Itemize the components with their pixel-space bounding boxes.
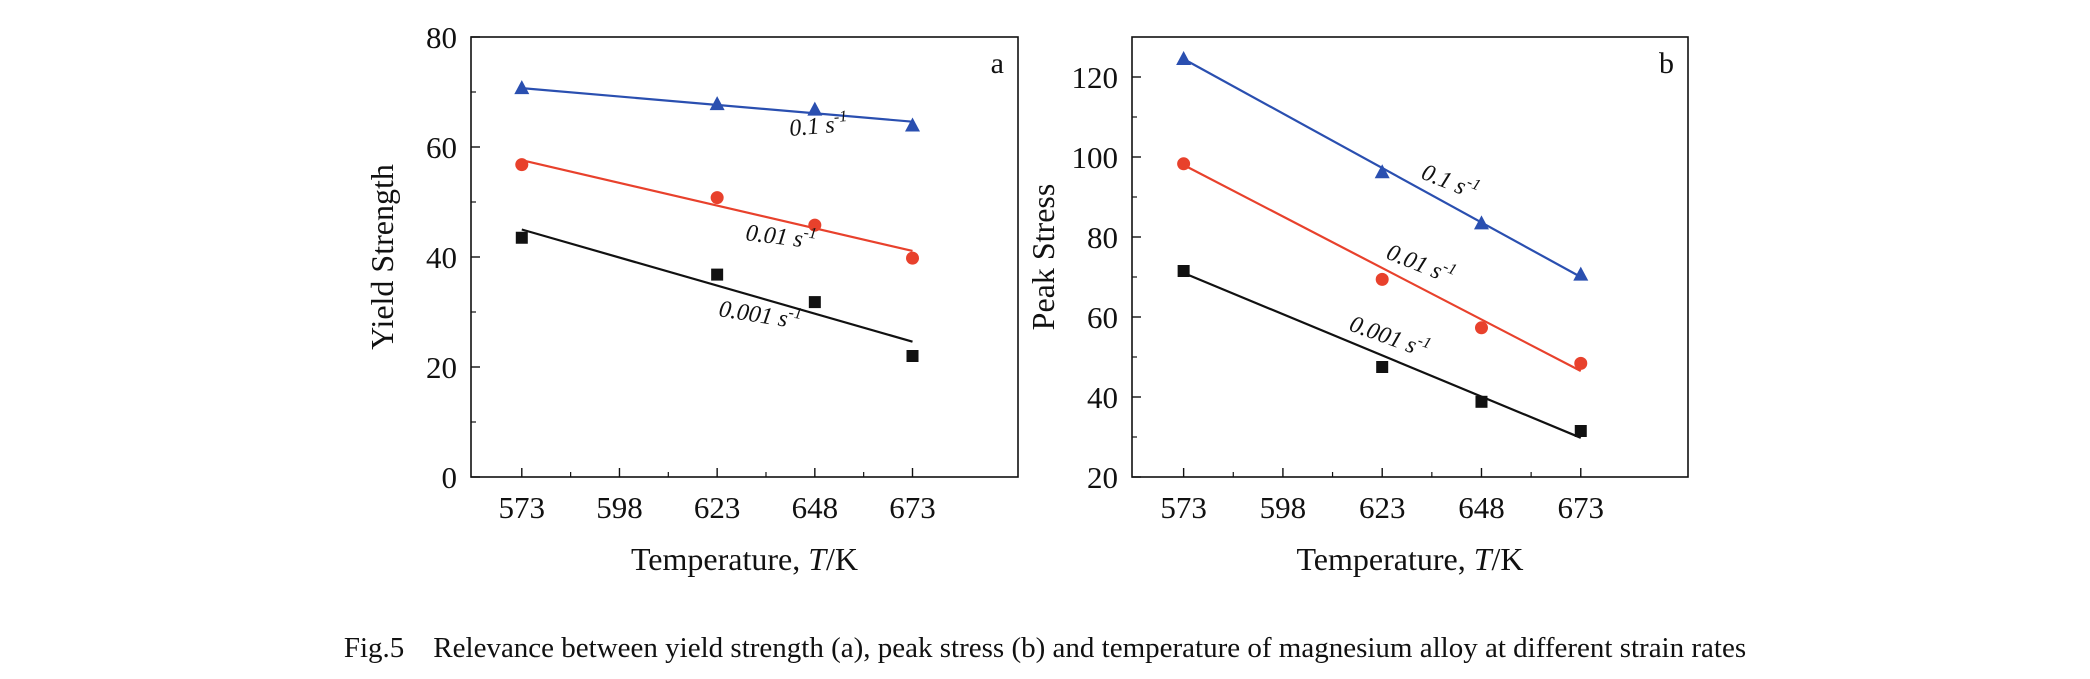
panel-b-peak-stress-chart: 573 598 623 648 673 20 40 60 80 100 120 b Temperatur… xyxy=(1025,36,1689,577)
x-tick-label: 648 xyxy=(1458,490,1505,525)
series-circle: 0.01 s-1 xyxy=(515,158,920,265)
y-tick-label: 120 xyxy=(1072,60,1119,95)
data-point-square xyxy=(808,296,821,309)
y-tick-label: 20 xyxy=(1087,460,1118,495)
y-tick-label: 40 xyxy=(426,240,457,275)
x-axis-title: Temperature, T/K xyxy=(631,541,858,577)
data-point-square xyxy=(1376,361,1389,373)
x-tick-label: 673 xyxy=(889,490,936,525)
data-point-triangle xyxy=(1176,51,1192,65)
y-tick-label: 20 xyxy=(426,350,457,385)
y-tick-label: 80 xyxy=(1087,220,1118,255)
series-label: 0.1 s-1 xyxy=(788,108,849,142)
y-tick-label: 0 xyxy=(442,460,458,495)
data-point-triangle xyxy=(1573,266,1589,281)
data-point-triangle xyxy=(514,80,530,95)
data-point-triangle xyxy=(1374,164,1390,179)
data-point-triangle xyxy=(905,117,921,132)
x-tick-label: 623 xyxy=(1359,490,1406,525)
x-tick-label: 598 xyxy=(596,490,643,525)
data-point-circle xyxy=(710,191,724,205)
series-square: 0.001 s-1 xyxy=(1177,265,1587,439)
data-point-circle xyxy=(808,218,822,232)
series-triangle: 0.1 s-1 xyxy=(514,80,921,142)
y-axis-title: Yield Strength xyxy=(364,164,400,350)
data-point-square xyxy=(515,231,528,244)
panel-tag: a xyxy=(991,47,1004,80)
data-point-square xyxy=(1177,265,1190,277)
x-tick-label: 623 xyxy=(694,490,741,525)
series-label: 0.01 s-1 xyxy=(744,217,818,254)
y-tick-label: 60 xyxy=(1087,300,1118,335)
y-axis-title: Peak Stress xyxy=(1025,184,1061,331)
x-tick-label: 573 xyxy=(499,490,546,525)
data-point-triangle xyxy=(709,96,725,111)
fit-line xyxy=(521,159,913,253)
series-label: 0.1 s-1 xyxy=(1418,157,1483,206)
data-point-triangle xyxy=(1473,215,1489,230)
fit-line xyxy=(1183,271,1582,439)
series-label: 0.01 s-1 xyxy=(1383,237,1459,290)
fit-line xyxy=(1183,164,1582,372)
plot-frame xyxy=(470,36,1019,478)
panel-a-yield-strength-chart: 573 598 623 648 673 0 20 40 60 80 a Temperature, T/… xyxy=(364,20,1019,577)
data-point-circle xyxy=(515,158,529,172)
figure-caption: Fig.5 Relevance between yield strength (… xyxy=(343,632,1747,664)
series-label: 0.001 s-1 xyxy=(717,293,803,335)
series-triangle: 0.1 s-1 xyxy=(1176,51,1589,281)
x-tick-label: 573 xyxy=(1160,490,1207,525)
data-point-circle xyxy=(906,251,920,265)
data-point-circle xyxy=(1177,157,1191,171)
data-point-square xyxy=(1574,425,1587,437)
y-tick-label: 100 xyxy=(1072,140,1119,175)
data-point-triangle xyxy=(807,101,823,116)
fit-line xyxy=(521,228,913,343)
series-label: 0.001 s-1 xyxy=(1346,308,1434,364)
data-point-circle xyxy=(1375,272,1389,286)
x-axis-title: Temperature, T/K xyxy=(1296,541,1523,577)
data-point-square xyxy=(906,350,919,362)
y-tick-label: 40 xyxy=(1087,380,1118,415)
data-point-circle xyxy=(1574,356,1588,370)
panel-tag: b xyxy=(1659,47,1674,80)
data-point-circle xyxy=(1474,321,1488,335)
x-tick-label: 598 xyxy=(1260,490,1307,525)
plot-frame xyxy=(1131,36,1689,478)
data-point-square xyxy=(711,268,724,281)
y-tick-label: 80 xyxy=(426,20,457,55)
series-square: 0.001 s-1 xyxy=(515,228,919,362)
x-tick-label: 648 xyxy=(792,490,839,525)
data-point-square xyxy=(1475,395,1488,408)
x-tick-label: 673 xyxy=(1558,490,1605,525)
y-tick-label: 60 xyxy=(426,130,457,165)
